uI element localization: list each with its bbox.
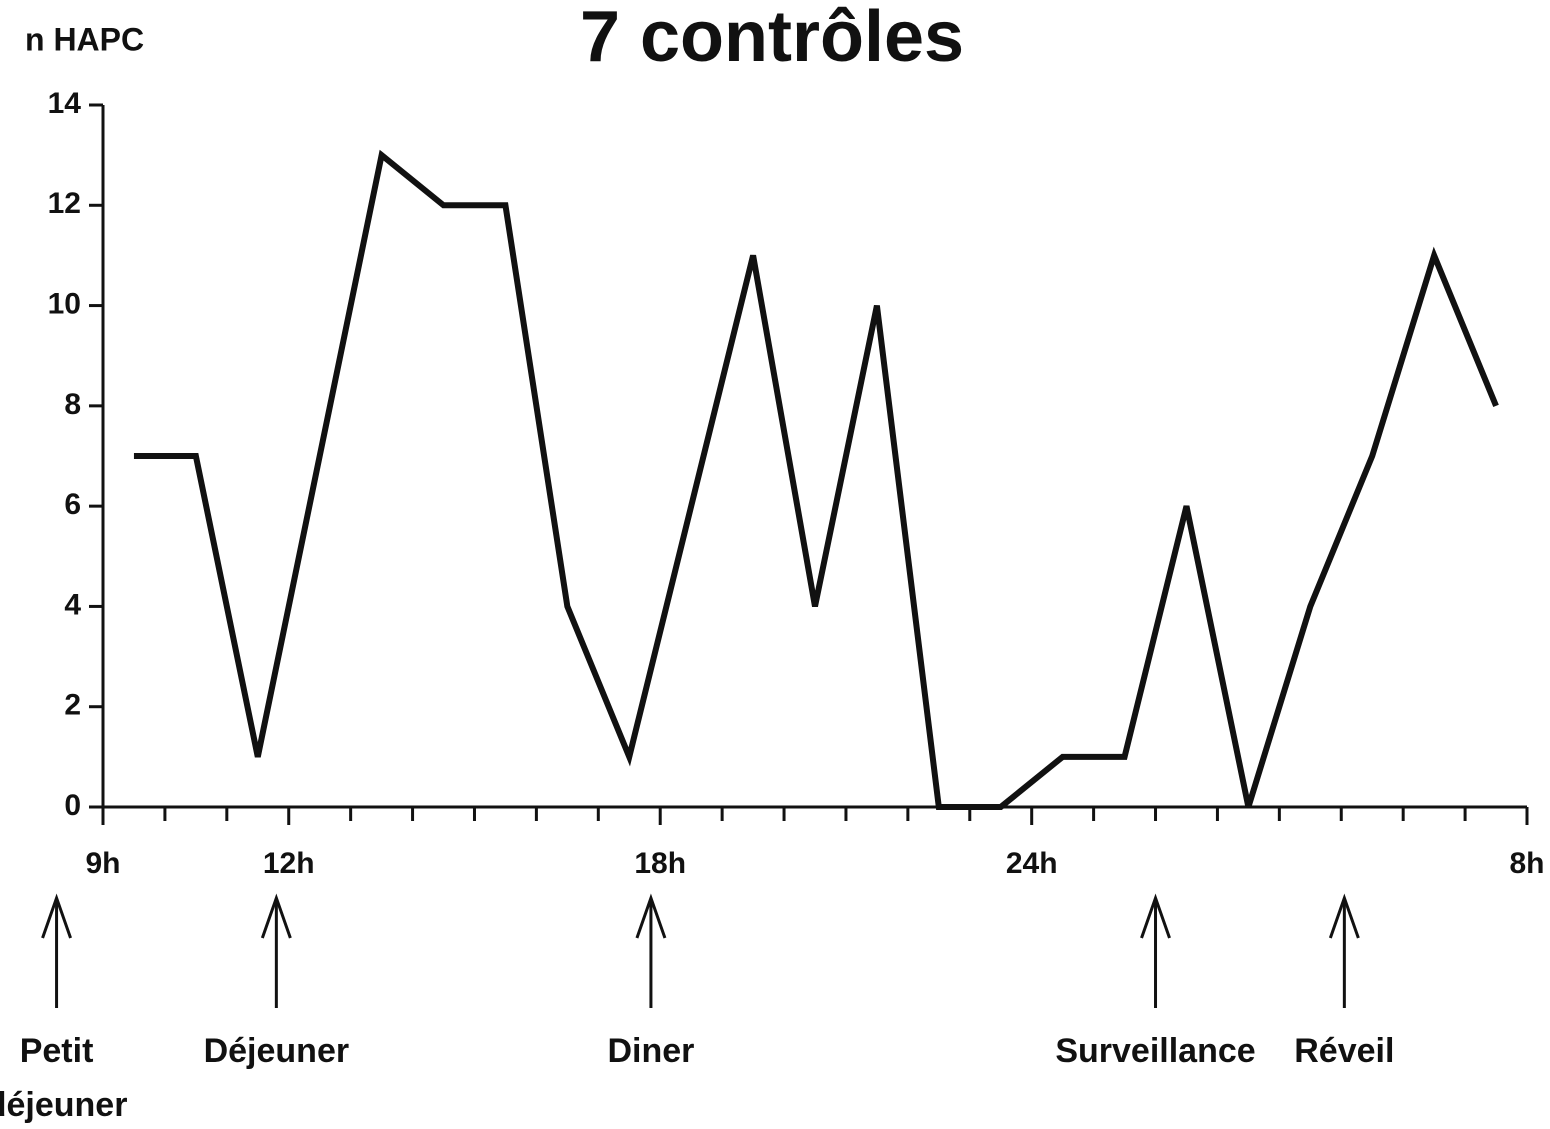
annotation-arrowhead [1140,893,1171,939]
annotation-arrowhead [1328,893,1360,939]
annotation-label: Petit [20,1032,94,1070]
annotation-arrowhead [41,893,72,939]
y-tick-label: 6 [64,488,81,521]
x-tick-label: 24h [1006,847,1058,880]
y-tick-label: 14 [48,87,82,120]
annotation-label: Surveillance [1055,1032,1255,1070]
y-tick-label: 10 [48,287,81,320]
x-tick-label: 8h [1509,847,1544,880]
y-tick-label: 4 [64,588,81,621]
y-axis-label: n HAPC [25,21,144,57]
annotation-arrowhead [260,893,292,939]
annotation-arrowhead [635,893,667,939]
y-tick-label: 12 [48,187,81,220]
y-tick-label: 8 [64,388,81,421]
annotation-label: déjeuner [0,1086,127,1124]
chart-title: 7 contrôles [580,0,964,77]
x-tick-label: 9h [85,847,120,880]
annotation-label: Déjeuner [204,1032,350,1070]
y-tick-label: 2 [64,689,81,722]
data-line [133,149,1499,810]
y-tick-label: 0 [64,789,81,822]
x-tick-label: 12h [263,847,315,880]
annotation-label: Diner [607,1032,694,1070]
annotation-label: Réveil [1294,1032,1394,1070]
x-tick-label: 18h [634,847,686,880]
